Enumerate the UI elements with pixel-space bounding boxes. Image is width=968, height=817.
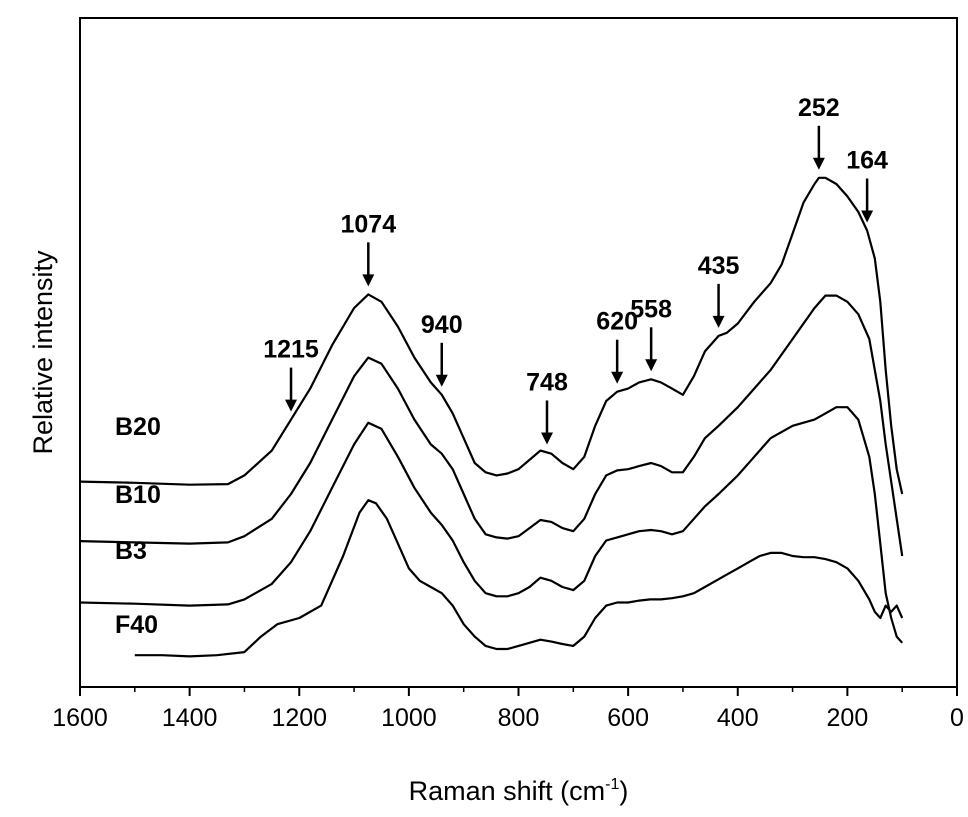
series-line-b3 — [79, 406, 904, 644]
x-tick-label: 800 — [498, 704, 540, 732]
peak-label-435: 435 — [698, 252, 740, 280]
x-axis-ticks: 1600 1400 1200 1000 800 600 400 200 0 — [52, 687, 964, 732]
series-label-b20: B20 — [115, 413, 161, 441]
peak-label-1215: 1215 — [263, 336, 319, 364]
peak-label-940: 940 — [421, 311, 463, 339]
peak-arrow-head — [645, 359, 658, 372]
x-axis-title: Raman shift (cm-1) — [409, 776, 629, 806]
peak-arrow-head — [285, 399, 298, 412]
series-label-f40: F40 — [115, 611, 158, 639]
peak-label-558: 558 — [630, 295, 672, 323]
peak-arrow-head — [812, 157, 825, 170]
x-tick-label: 1000 — [381, 704, 437, 732]
peak-label-164: 164 — [846, 147, 888, 175]
peak-label-252: 252 — [798, 94, 840, 122]
x-axis-title-sup: -1 — [605, 776, 619, 793]
peak-arrow-head — [362, 274, 375, 287]
x-axis-title-close: ) — [619, 776, 628, 806]
x-tick-label: 0 — [950, 704, 964, 732]
peak-label-748: 748 — [526, 368, 568, 396]
series-labels: B20 B10 B3 F40 — [115, 413, 161, 639]
series-line-f40 — [134, 499, 904, 658]
peak-label-1074: 1074 — [341, 210, 397, 238]
x-tick-label: 1600 — [52, 704, 108, 732]
peak-arrow-head — [611, 371, 624, 384]
series-label-b10: B10 — [115, 481, 161, 509]
x-tick-label: 400 — [717, 704, 759, 732]
x-tick-label: 1400 — [162, 704, 218, 732]
series-line-b20 — [79, 176, 904, 495]
peak-label-620: 620 — [596, 308, 638, 336]
peak-arrow-head — [712, 315, 725, 328]
peak-arrow-head — [435, 374, 448, 387]
series-line-b10 — [79, 294, 904, 557]
series-label-b3: B3 — [115, 537, 147, 565]
x-axis-title-text: Raman shift (cm — [409, 776, 606, 806]
x-tick-label: 600 — [607, 704, 649, 732]
x-tick-label: 1200 — [271, 704, 327, 732]
y-axis-title: Relative intensity — [28, 250, 58, 455]
series-lines — [79, 176, 904, 658]
x-tick-label: 200 — [827, 704, 869, 732]
peak-arrow-head — [541, 432, 554, 445]
peak-arrow-head — [861, 210, 874, 223]
